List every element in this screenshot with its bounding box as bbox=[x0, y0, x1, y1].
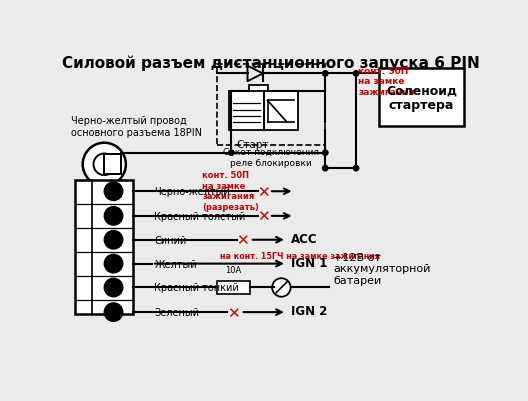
Circle shape bbox=[105, 231, 123, 249]
Circle shape bbox=[272, 279, 290, 297]
Circle shape bbox=[353, 166, 359, 171]
Text: ACC: ACC bbox=[290, 232, 317, 245]
Bar bbox=[379, 69, 464, 126]
Text: Черно-желтый провод
основного разъема 18PIN: Черно-желтый провод основного разъема 18… bbox=[71, 116, 202, 137]
Bar bbox=[218, 281, 250, 295]
Text: Красный тонкий: Красный тонкий bbox=[154, 283, 239, 293]
Text: конт. 50П
на замке
зажигания: конт. 50П на замке зажигания bbox=[359, 67, 414, 96]
Text: Старт: Старт bbox=[237, 140, 269, 150]
Text: ✕: ✕ bbox=[257, 184, 270, 199]
Text: IGN 2: IGN 2 bbox=[290, 304, 327, 317]
Circle shape bbox=[323, 151, 328, 156]
Circle shape bbox=[105, 303, 123, 322]
Text: ✕: ✕ bbox=[257, 209, 270, 224]
Circle shape bbox=[105, 182, 123, 201]
Text: ✕: ✕ bbox=[237, 233, 249, 248]
Bar bbox=[249, 86, 268, 98]
Text: Синий: Синий bbox=[154, 235, 186, 245]
Text: Зеленый: Зеленый bbox=[154, 307, 200, 317]
Text: на конт. 15ГЧ на замке зажигания: на конт. 15ГЧ на замке зажигания bbox=[220, 251, 380, 260]
Bar bbox=[105, 155, 121, 175]
Circle shape bbox=[105, 255, 123, 273]
Text: конт. 50П
на замке
зажигания
(разрезать): конт. 50П на замке зажигания (разрезать) bbox=[202, 171, 259, 211]
Text: 10A: 10A bbox=[225, 265, 242, 274]
Circle shape bbox=[105, 279, 123, 297]
Circle shape bbox=[105, 207, 123, 225]
Bar bbox=[218, 65, 325, 146]
Text: Желтый: Желтый bbox=[154, 259, 197, 269]
Text: Красный толстый: Красный толстый bbox=[154, 211, 246, 221]
Circle shape bbox=[353, 71, 359, 77]
Text: +12В от
аккумуляторной
батареи: +12В от аккумуляторной батареи bbox=[333, 252, 430, 285]
Circle shape bbox=[323, 166, 328, 171]
Bar bbox=[229, 92, 298, 130]
Bar bbox=[75, 180, 133, 315]
Text: ✕: ✕ bbox=[227, 305, 240, 320]
Circle shape bbox=[229, 151, 234, 156]
Text: Силовой разъем дистанционного запуска 6 PIN: Силовой разъем дистанционного запуска 6 … bbox=[62, 55, 479, 71]
Text: IGN 1: IGN 1 bbox=[290, 256, 327, 269]
Text: Сокет подключения
реле блокировки: Сокет подключения реле блокировки bbox=[223, 148, 319, 167]
Text: Соленоид
стартера: Соленоид стартера bbox=[386, 84, 457, 112]
Circle shape bbox=[93, 154, 115, 176]
Text: Черно-желтый: Черно-желтый bbox=[154, 187, 230, 197]
Circle shape bbox=[323, 71, 328, 77]
Circle shape bbox=[83, 144, 126, 186]
